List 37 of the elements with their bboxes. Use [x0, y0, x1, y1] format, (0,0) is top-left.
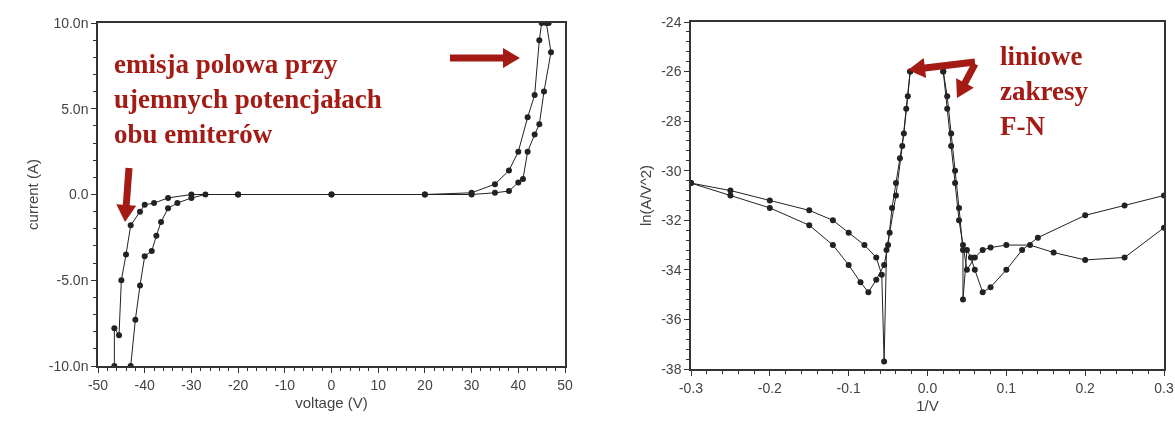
x-tick-label: -30 — [181, 376, 202, 393]
x-tick-label: -20 — [227, 376, 249, 393]
annotation: liniowe zakresy F-N — [1000, 41, 1089, 142]
x-tick-label: 50 — [557, 376, 573, 393]
annotation: emisja polowa przy ujemnych potencjałach obu emiterów — [114, 49, 382, 150]
y-tick-label: -30 — [661, 162, 682, 179]
y-tick-label: -34 — [661, 261, 682, 278]
x-tick-label: -0.1 — [836, 379, 861, 396]
y-tick-label: 10.0n — [53, 14, 89, 31]
y-tick-label: -24 — [661, 13, 682, 30]
y-tick-label: -32 — [661, 212, 682, 229]
y-tick-label: -38 — [661, 360, 682, 377]
x-tick-label: -40 — [134, 376, 156, 393]
y-tick-label: 5.0n — [61, 100, 89, 117]
y-axis-title: current (A) — [24, 159, 42, 230]
y-axis-title: ln(A/V^2) — [636, 164, 654, 227]
x-tick-label: 0.2 — [1075, 379, 1096, 396]
x-tick-label: 40 — [510, 376, 527, 393]
x-tick-label: 0.3 — [1154, 379, 1174, 396]
x-tick-label: -10 — [274, 376, 296, 393]
x-tick-label: -0.3 — [678, 379, 704, 396]
y-tick-label: 0.0 — [68, 186, 89, 203]
y-tick-label: -5.0n — [56, 272, 89, 289]
x-axis-title: voltage (V) — [295, 394, 368, 412]
y-tick-label: -10.0n — [48, 357, 89, 374]
x-tick-label: 0.0 — [917, 379, 938, 396]
y-tick-label: -26 — [661, 63, 682, 80]
x-tick-label: -0.2 — [757, 379, 783, 396]
x-tick-label: 0 — [327, 376, 336, 393]
x-tick-label: -50 — [87, 376, 109, 393]
x-axis-title: 1/V — [916, 397, 939, 415]
y-tick-label: -28 — [661, 113, 682, 130]
x-tick-label: 30 — [463, 376, 480, 393]
x-tick-label: 0.1 — [996, 379, 1017, 396]
x-tick-label: 20 — [417, 376, 433, 393]
x-tick-label: 10 — [370, 376, 387, 393]
y-tick-label: -36 — [661, 311, 682, 328]
